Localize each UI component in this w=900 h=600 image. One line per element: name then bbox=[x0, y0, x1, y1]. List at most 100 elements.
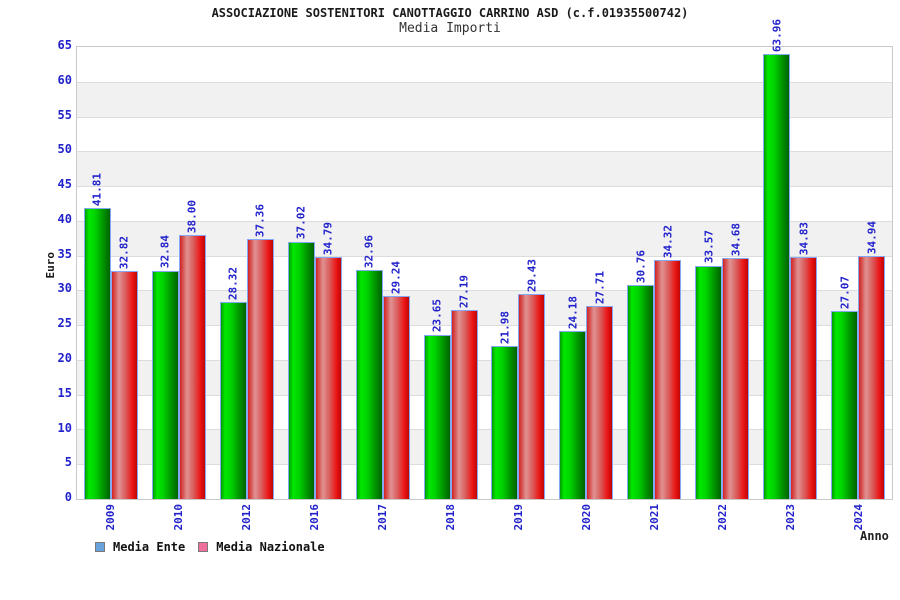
y-tick-label: 15 bbox=[57, 385, 72, 400]
bar-media-ente-2023: 63.96 bbox=[763, 19, 791, 499]
x-tick-label: 2009 bbox=[103, 504, 117, 531]
bar-media-nazionale-2009: 32.82 bbox=[110, 236, 138, 499]
bar-media-nazionale-2020: 27.71 bbox=[586, 271, 614, 499]
legend-label-media-nazionale: Media Nazionale bbox=[216, 540, 325, 554]
bar-value-label: 27.07 bbox=[838, 275, 852, 309]
bar-value-label: 21.98 bbox=[498, 311, 512, 345]
bar-value-label: 34.83 bbox=[797, 221, 811, 255]
bar-media-nazionale-2010: 38.00 bbox=[178, 200, 206, 499]
bar-value-label: 37.36 bbox=[253, 204, 267, 238]
plot-band bbox=[77, 464, 892, 499]
x-tick-cell: 2018 bbox=[416, 504, 484, 538]
bar-value-label: 29.43 bbox=[525, 259, 539, 293]
bar-media-nazionale-2019: 29.43 bbox=[518, 259, 546, 499]
bar-value-label: 63.96 bbox=[770, 19, 784, 53]
x-tick-cell: 2012 bbox=[212, 504, 280, 538]
bar-media-ente-2024: 27.07 bbox=[831, 276, 859, 499]
bar-group-2019: 21.98 29.43 bbox=[485, 47, 553, 499]
bar-value-label: 37.02 bbox=[294, 206, 308, 240]
bar-value-label: 41.81 bbox=[90, 173, 104, 207]
plot-band bbox=[77, 290, 892, 326]
x-tick-label: 2021 bbox=[648, 504, 662, 531]
bar-value-label: 32.82 bbox=[117, 235, 131, 269]
bar-value-label: 34.79 bbox=[321, 221, 335, 256]
y-tick-label: 65 bbox=[57, 38, 72, 52]
bar-media-ente-2010: 32.84 bbox=[151, 235, 179, 499]
bar-group-2012: 28.32 37.36 bbox=[213, 47, 281, 499]
bar-media-nazionale-2021: 34.32 bbox=[654, 225, 682, 499]
bar-group-2022: 33.57 34.68 bbox=[688, 47, 756, 499]
plot-band bbox=[77, 47, 892, 82]
x-tick-label: 2023 bbox=[784, 504, 798, 531]
x-tick-label: 2016 bbox=[307, 504, 321, 531]
bar-value-label: 30.76 bbox=[634, 249, 648, 284]
bar-value-label: 34.94 bbox=[865, 220, 879, 254]
bar-group-2020: 24.18 27.71 bbox=[552, 47, 620, 499]
bar-value-label: 32.96 bbox=[362, 234, 376, 268]
bar-value-label: 28.32 bbox=[226, 266, 240, 301]
plot-band bbox=[77, 359, 892, 395]
legend: Media Ente Media Nazionale bbox=[95, 540, 325, 554]
x-tick-cell: 2010 bbox=[144, 504, 212, 538]
plot-band bbox=[77, 325, 892, 360]
y-tick-label: 40 bbox=[57, 211, 72, 226]
y-tick-label: 10 bbox=[57, 420, 72, 435]
x-tick-label: 2020 bbox=[580, 504, 594, 531]
chart-title: ASSOCIAZIONE SOSTENITORI CANOTTAGGIO CAR… bbox=[211, 6, 689, 20]
y-axis-title: Euro bbox=[44, 252, 57, 282]
x-tick-cell: 2023 bbox=[757, 504, 825, 538]
y-tick-label: 45 bbox=[57, 177, 72, 192]
x-tick-label: 2017 bbox=[375, 504, 389, 531]
bar-media-ente-2016: 37.02 bbox=[287, 206, 315, 499]
legend-item-media-ente: Media Ente bbox=[95, 540, 185, 554]
x-tick-cell: 2021 bbox=[621, 504, 689, 538]
plot-area: 41.81 32.82 32.84 38.00 28.32 37.36 37.02 34.79… bbox=[76, 19, 893, 500]
bar-value-label: 33.57 bbox=[702, 230, 716, 264]
bar-value-label: 38.00 bbox=[185, 199, 199, 233]
bar-value-label: 27.19 bbox=[457, 274, 471, 308]
x-tick-cell: 2022 bbox=[689, 504, 757, 538]
plot-background-bands bbox=[77, 47, 892, 499]
plot-band bbox=[77, 81, 892, 117]
legend-swatch-media-nazionale-icon bbox=[198, 542, 209, 552]
bar-value-label: 23.65 bbox=[430, 299, 444, 333]
x-tick-label: 2012 bbox=[239, 504, 253, 531]
y-tick-label: 0 bbox=[64, 490, 72, 504]
y-tick-label: 5 bbox=[64, 455, 72, 470]
bar-media-ente-2009: 41.81 bbox=[83, 173, 111, 499]
x-tick-cell: 2019 bbox=[484, 504, 552, 538]
x-tick-label: 2022 bbox=[716, 504, 730, 531]
bar-value-label: 34.32 bbox=[661, 225, 675, 259]
x-tick-cell: 2016 bbox=[280, 504, 348, 538]
bar-value-label: 24.18 bbox=[566, 295, 580, 329]
bar-group-2017: 32.96 29.24 bbox=[349, 47, 417, 499]
bar-media-nazionale-2016: 34.79 bbox=[314, 222, 342, 499]
bar-media-ente-2018: 23.65 bbox=[423, 299, 451, 499]
bar-media-ente-2012: 28.32 bbox=[219, 267, 247, 499]
bar-media-nazionale-2024: 34.94 bbox=[858, 221, 886, 499]
y-tick-label: 30 bbox=[57, 281, 72, 296]
bar-value-label: 32.84 bbox=[158, 235, 172, 269]
x-tick-labels: 2009 2010 2012 2016 2017 2018 2019 2020 2021 2022… bbox=[76, 504, 893, 538]
plot-band bbox=[77, 116, 892, 152]
bar-media-ente-2017: 32.96 bbox=[355, 235, 383, 499]
plot-band bbox=[77, 151, 892, 187]
bar-group-2024: 27.07 34.94 bbox=[824, 47, 892, 499]
legend-item-media-nazionale: Media Nazionale bbox=[198, 540, 325, 554]
plot-band bbox=[77, 220, 892, 256]
y-tick-label: 20 bbox=[57, 350, 72, 365]
bar-media-nazionale-2017: 29.24 bbox=[382, 261, 410, 499]
bar-media-ente-2021: 30.76 bbox=[627, 250, 655, 499]
x-tick-label: 2010 bbox=[171, 504, 185, 531]
y-tick-label: 35 bbox=[57, 246, 72, 261]
plot-band bbox=[77, 394, 892, 430]
y-tick-label: 50 bbox=[57, 142, 72, 157]
bar-media-ente-2022: 33.57 bbox=[695, 230, 723, 499]
bar-media-nazionale-2022: 34.68 bbox=[722, 223, 750, 499]
chart-subtitle: Media Importi bbox=[399, 21, 501, 36]
y-tick-label: 25 bbox=[57, 316, 72, 331]
x-tick-cell: 2009 bbox=[76, 504, 144, 538]
bar-groups: 41.81 32.82 32.84 38.00 28.32 37.36 37.02 34.79… bbox=[77, 19, 892, 499]
x-tick-label: 2019 bbox=[512, 504, 525, 531]
